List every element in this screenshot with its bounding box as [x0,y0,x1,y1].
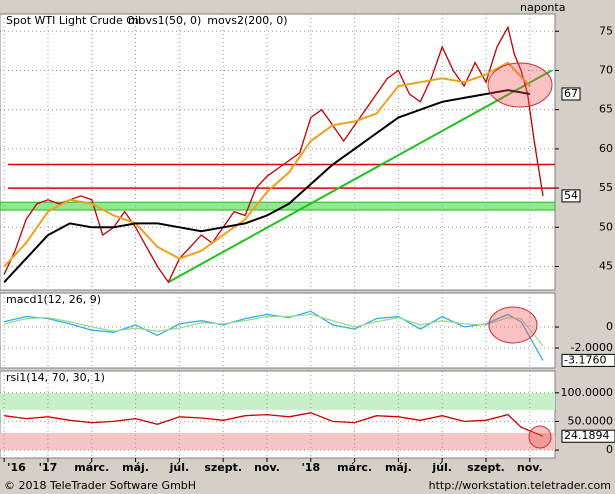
legend-entry: movs2(200, 0) [207,14,287,27]
y-tick-label: 0 [606,443,613,456]
x-tick-label: '18 [301,461,320,474]
x-tick-label: szept. [204,461,242,474]
plot [0,293,555,368]
plot [0,371,555,458]
plot [0,14,555,290]
series-line [4,313,544,347]
value-label: 67 [564,87,578,100]
value-box [561,429,615,443]
copyright: © 2018 TeleTrader Software GmbH [4,479,196,492]
x-tick-label: máj. [385,461,412,474]
y-tick-label: 60 [599,142,613,155]
series-line [3,89,530,283]
panel-title: macd1(12, 26, 9) [6,293,101,306]
series-line [4,412,544,437]
band [0,392,555,410]
panel-title: rsi1(14, 70, 30, 1) [6,371,105,384]
y-tick-label: 45 [599,259,613,272]
x-tick-label: máj. [122,461,149,474]
series-line [3,61,531,268]
x-tick-label: '17 [39,461,58,474]
panel [0,13,556,291]
y-tick-label: 70 [599,63,613,76]
y-tick-label: 65 [599,103,613,116]
value-label: -3.1760 [564,353,606,366]
legend-entry: movs1(50, 0) [128,14,201,27]
value-label: 24.1894 [564,429,610,442]
y-tick-label: 55 [599,181,613,194]
url: http://workstation.teletrader.com [429,479,611,492]
panel-title: Spot WTI Light Crude Oil [6,14,141,27]
annotation: naponta [520,1,565,14]
highlight [487,62,553,108]
y-tick-label: 50.0000 [568,414,614,427]
x-tick-label: márc. [74,461,109,474]
x-tick-label: szept. [467,461,505,474]
band [0,432,555,451]
y-tick-label: 75 [599,24,613,37]
x-tick-label: júl. [431,461,452,474]
series-line [3,25,544,284]
x-tick-label: márc. [337,461,372,474]
highlight [528,425,552,449]
x-tick-label: nov. [517,461,543,474]
value-box [561,353,615,367]
highlight [488,306,538,344]
trend-line [167,69,553,284]
y-tick-label: 0 [606,320,613,333]
x-tick-label: '16 [7,461,26,474]
x-tick-label: júl. [169,461,190,474]
value-label: 54 [564,189,578,202]
value-box [561,87,581,101]
y-tick-label: 100.0000 [561,386,614,399]
value-box [561,189,581,203]
y-tick-label: 50 [599,220,613,233]
x-tick-label: nov. [254,461,280,474]
y-tick-label: -2.0000 [571,341,613,354]
